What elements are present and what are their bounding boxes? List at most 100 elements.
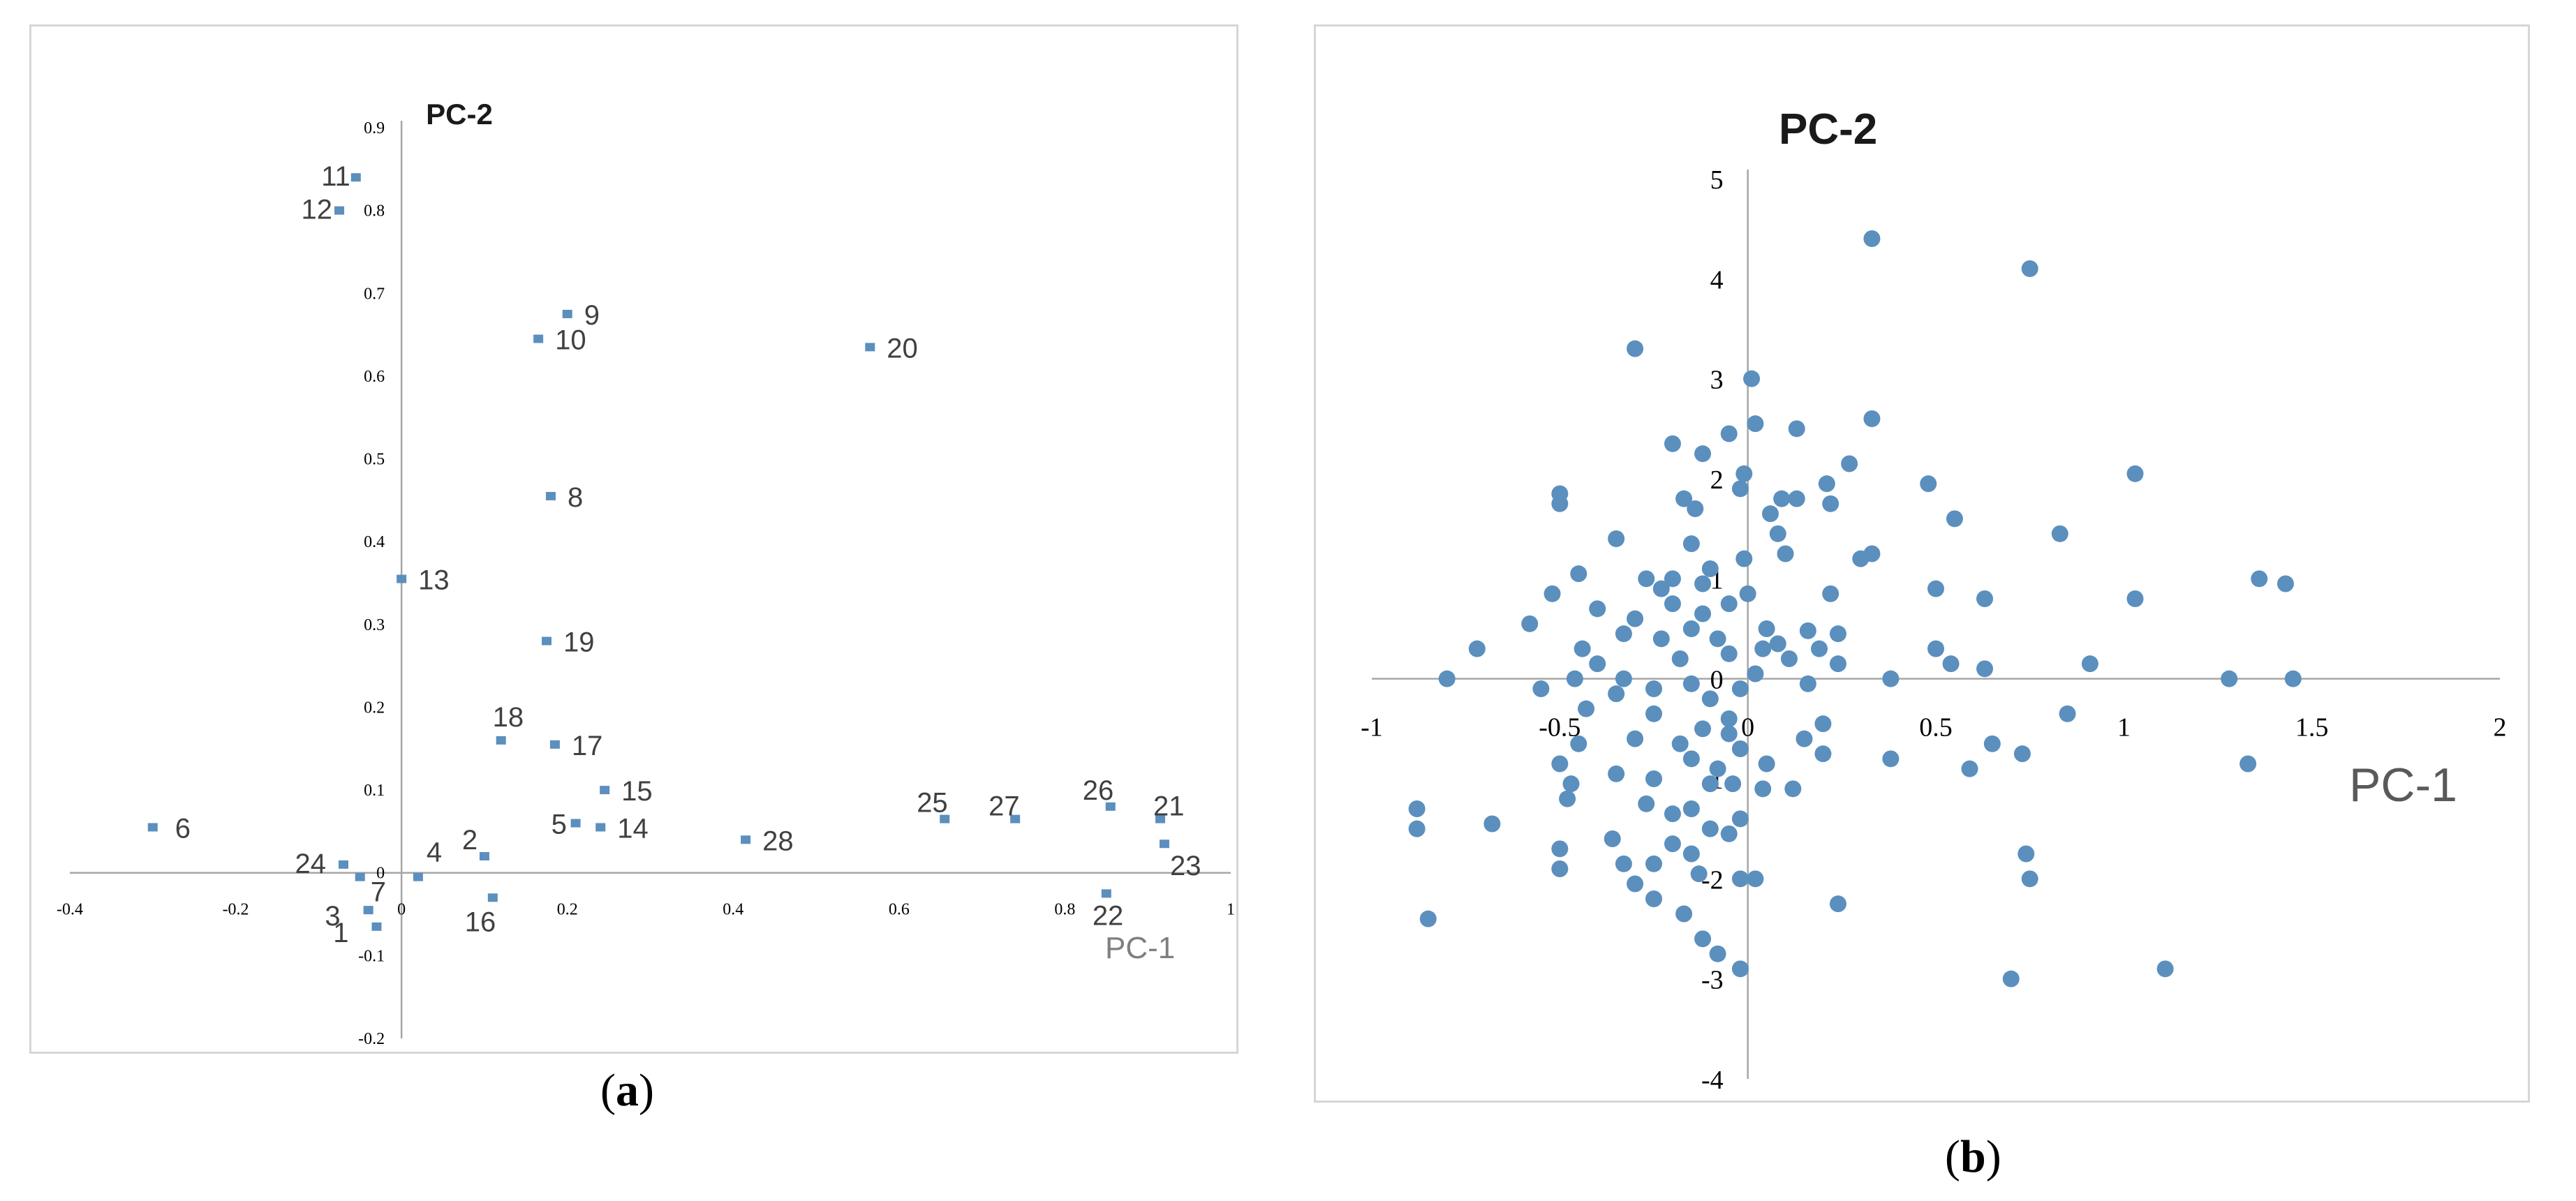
data-point [1754,640,1772,657]
data-point [1852,550,1870,567]
data-point [1615,625,1632,643]
data-point [1976,590,1994,607]
data-point [1784,780,1802,798]
data-point [1408,800,1426,817]
data-point [2018,845,2035,863]
point-label: 3 [325,901,340,932]
data-point [1604,830,1621,847]
data-point [1735,465,1753,482]
data-point [1920,475,1937,493]
data-point [1682,620,1700,637]
point-label: 9 [584,300,600,331]
data-point [1664,570,1681,588]
data-point [479,852,489,860]
scatter-plot-b: -1-0.500.511.52-4-3-2-1012345PC-2PC-1 [1361,105,2506,1095]
x-tick-label: 1 [1227,901,1235,919]
x-tick-label: 0.8 [1054,901,1075,919]
data-point [1780,650,1798,667]
data-point [1799,675,1816,692]
y-tick-label: 0.7 [364,285,385,303]
data-point [1638,795,1655,812]
y-tick-label: 3 [1710,366,1724,395]
data-point [413,872,423,881]
data-point [1822,585,1840,602]
data-point [1638,570,1655,588]
data-point [2277,575,2294,592]
data-point [1682,535,1700,553]
data-point [2059,705,2076,722]
data-point [1675,490,1693,507]
data-point [1682,675,1700,692]
data-point [1863,410,1881,427]
data-point [1735,550,1753,567]
data-point [1731,960,1749,978]
y-tick-label: 0.2 [364,699,385,717]
caption-a-letter: a [615,1065,639,1116]
y-tick-label: 2 [1710,465,1724,495]
y-tick-label: 4 [1710,265,1724,294]
point-label: 10 [555,325,586,356]
y-tick-label: 0.4 [364,533,385,551]
x-tick-label: 1.5 [2295,713,2329,743]
point-label: 14 [617,813,649,844]
data-point [1664,595,1681,613]
data-point [1731,870,1749,888]
data-point [355,872,365,881]
point-label: 18 [493,702,524,733]
data-point [1829,625,1846,643]
data-point [1709,760,1726,777]
scatter-plot-a: -0.4 -0.2 0 0.2 0.4 0.6 0.8 1 -0.2 -0.1 0 0.1 0.2 0.3… [57,98,1235,1048]
data-point [496,736,506,745]
data-point [1468,640,1486,657]
point-label: 16 [465,907,496,937]
data-point [1682,800,1700,817]
data-point [1701,775,1719,793]
data-point [1731,810,1749,828]
point-label: 26 [1083,775,1114,806]
point-label: 15 [621,776,653,807]
data-point [1788,490,1805,507]
data-point [1701,560,1719,577]
data-point [1010,814,1021,823]
data-point [600,786,610,795]
data-point [1758,755,1775,773]
data-point [542,636,552,646]
data-point [1155,814,1166,823]
data-point [1818,475,1835,493]
data-point [1551,755,1569,773]
data-point [147,823,158,832]
data-point [1701,690,1719,708]
y-tick-label: -4 [1701,1066,1724,1095]
data-point [1671,650,1689,667]
data-point [865,343,875,352]
data-point [1769,635,1786,652]
point-label: 21 [1153,791,1185,822]
x-tick-label: 0.4 [723,901,743,919]
point-label: 17 [572,731,603,761]
data-point [1608,765,1625,782]
data-point [1615,670,1632,687]
data-point [1788,420,1805,438]
data-point [2126,590,2144,607]
data-point [1101,889,1111,898]
data-point [1615,855,1632,872]
data-point [1589,600,1606,618]
y-tick-label: 5 [1710,165,1724,195]
data-point [1754,780,1772,798]
data-point [1682,750,1700,768]
x-axis-title: PC-1 [2349,759,2457,812]
data-point [2284,670,2302,687]
data-point [1551,860,1569,877]
y-tick-label: -0.2 [358,1030,385,1048]
data-point [2156,960,2174,978]
data-point [1105,802,1116,811]
data-point [1627,610,1644,627]
data-point [1946,510,1963,528]
data-point [1671,735,1689,752]
point-label: 7 [371,877,386,908]
y-tick-label: 0 [1710,666,1724,695]
data-point [334,206,345,215]
data-point [1652,580,1670,597]
data-point [1578,700,1595,717]
point-label: 4 [427,837,442,868]
